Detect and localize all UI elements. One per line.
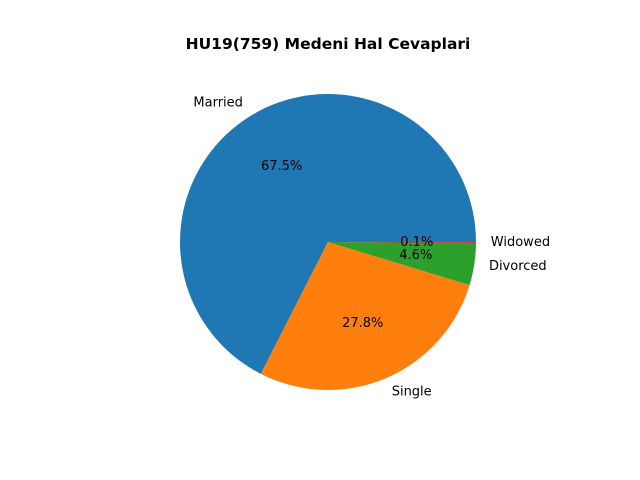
- slice-divorced: [328, 242, 476, 286]
- label-married: Married: [193, 96, 243, 111]
- slice-widowed: [328, 242, 476, 243]
- pct-married: 67.5%: [261, 159, 302, 174]
- pct-widowed: 0.1%: [400, 235, 433, 250]
- slice-married: [180, 94, 476, 374]
- slice-single: [260, 242, 470, 390]
- label-divorced: Divorced: [489, 259, 547, 274]
- label-single: Single: [392, 384, 432, 399]
- pct-single: 27.8%: [342, 316, 383, 331]
- label-widowed: Widowed: [491, 235, 550, 250]
- pie-slices: [180, 94, 476, 390]
- pie-labels: Married 67.5% Single 27.8% Divorced 4.6% Widow…: [193, 96, 550, 400]
- pct-divorced: 4.6%: [399, 248, 432, 263]
- chart-title: HU19(759) Medeni Hal Cevaplari: [186, 35, 471, 53]
